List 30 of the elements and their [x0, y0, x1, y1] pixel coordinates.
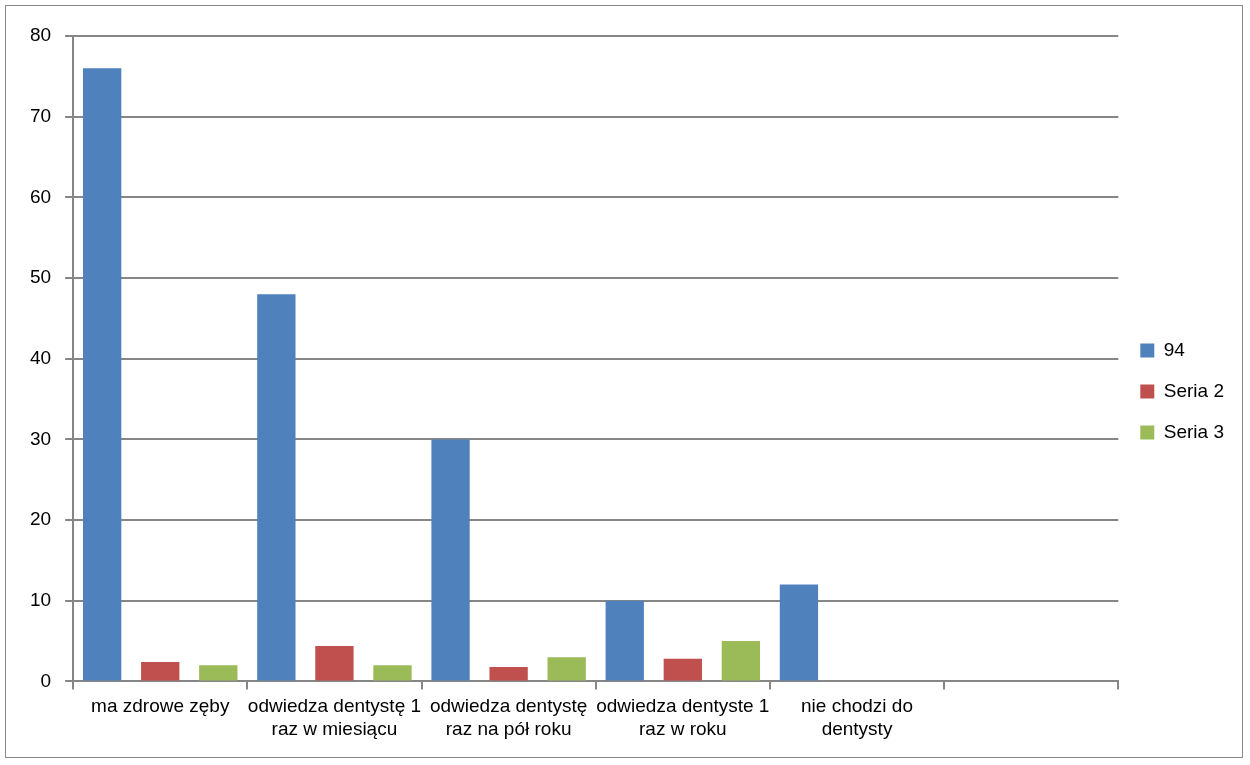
legend-label: Seria 3 — [1163, 420, 1224, 442]
bar — [257, 294, 296, 681]
bar — [83, 68, 122, 681]
y-tick-label: 30 — [29, 427, 52, 449]
x-tick-label: odwiedza dentyste 1 raz w roku — [596, 695, 770, 739]
bar — [605, 600, 644, 681]
x-tick-label: odwiedza dentystę 1 raz w miesiącu — [247, 695, 422, 739]
bar — [663, 658, 702, 681]
legend-label: 94 — [1163, 338, 1186, 360]
x-tick-label: odwiedza dentystę raz na pół roku — [429, 695, 588, 739]
y-tick-label: 80 — [29, 24, 52, 46]
y-tick-label: 20 — [29, 508, 52, 530]
legend-label: Seria 2 — [1163, 379, 1224, 401]
y-tick-label: 0 — [40, 669, 52, 691]
y-tick-label: 60 — [29, 185, 52, 207]
y-tick-label: 50 — [29, 266, 52, 288]
x-tick-label: ma zdrowe zęby — [91, 695, 230, 717]
bar — [315, 645, 354, 681]
bar — [373, 665, 412, 681]
bar — [431, 439, 470, 681]
bar — [547, 657, 586, 681]
x-tick-label: nie chodzi do dentysty — [801, 695, 913, 739]
y-tick-label: 70 — [29, 104, 52, 126]
bar — [199, 665, 238, 681]
y-tick-label: 10 — [29, 588, 52, 610]
y-tick-label: 40 — [29, 346, 52, 368]
bar — [779, 584, 819, 681]
bar — [489, 666, 528, 681]
bar — [141, 662, 180, 681]
bar — [721, 641, 761, 681]
